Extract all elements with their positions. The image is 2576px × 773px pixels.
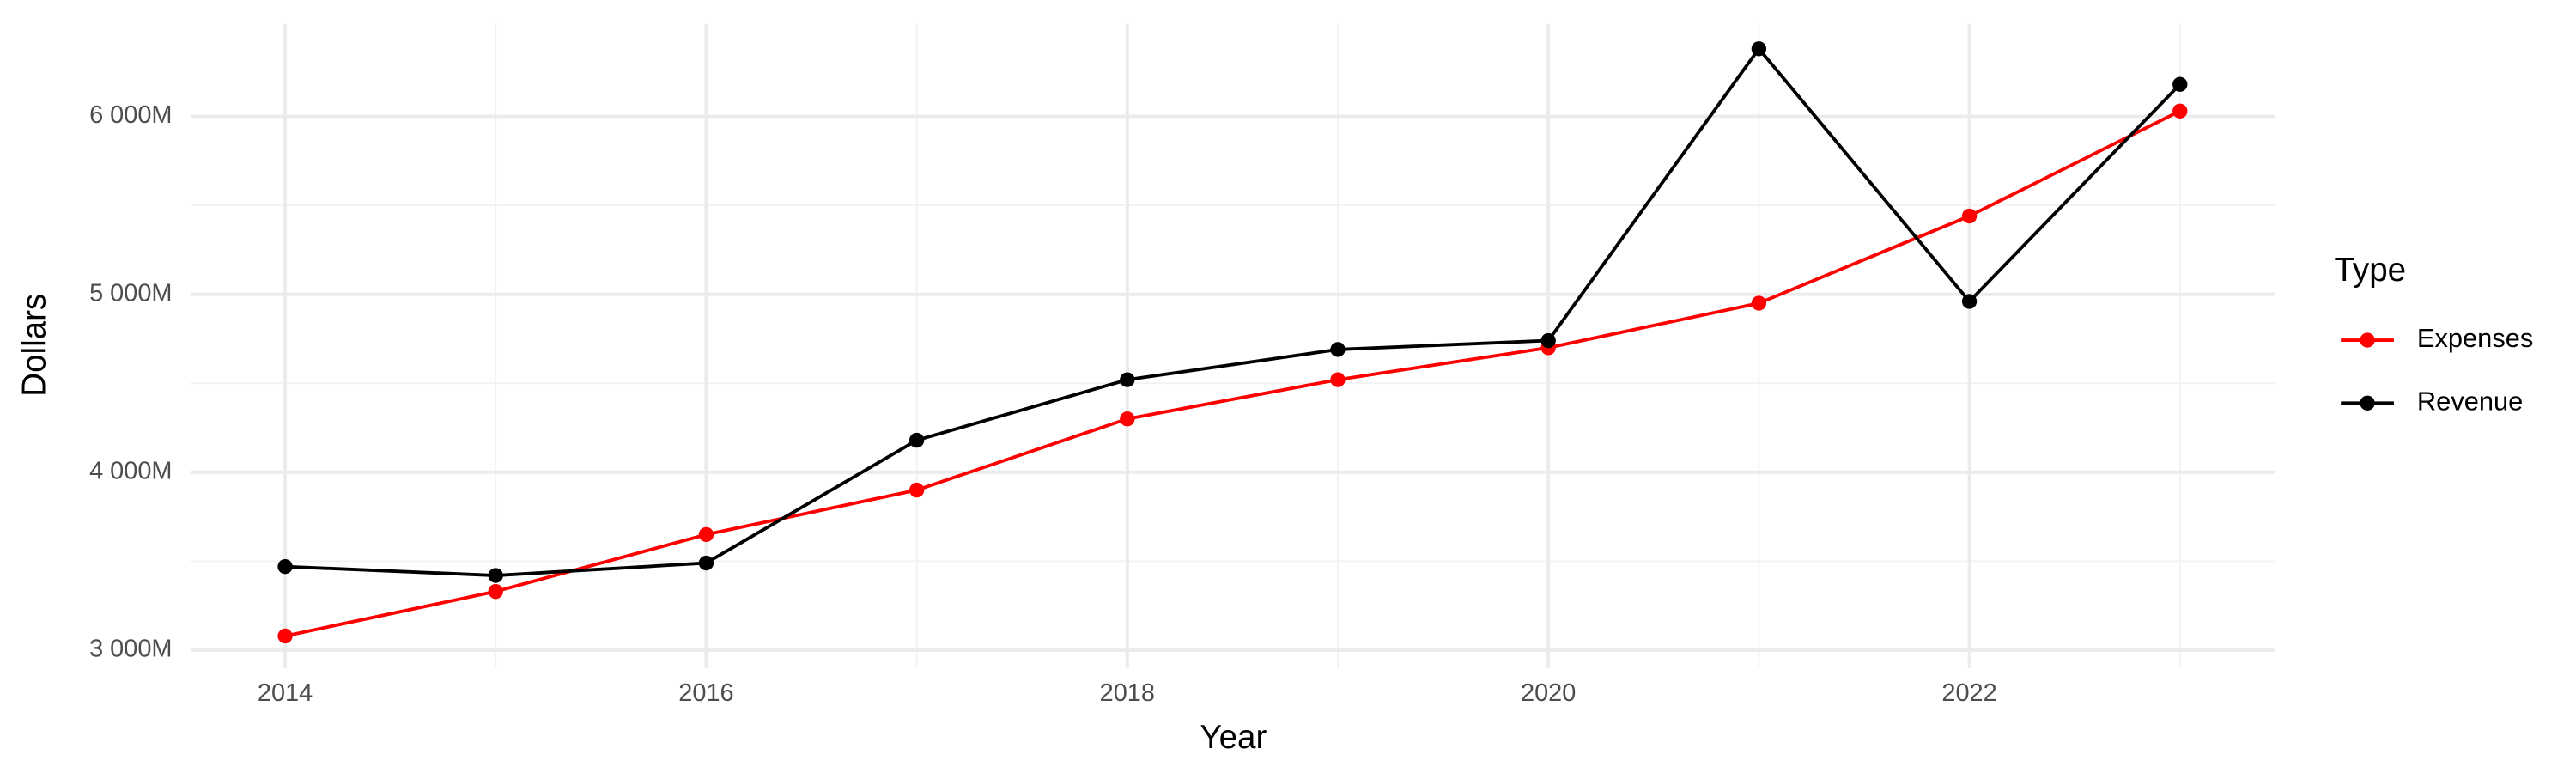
x-axis-title: Year <box>1200 719 1267 756</box>
y-tick-label: 5 000M <box>89 279 172 307</box>
data-point <box>2172 76 2188 92</box>
data-point <box>1540 332 1556 349</box>
data-point <box>1120 411 1135 427</box>
data-point <box>908 482 925 498</box>
data-point <box>698 555 714 571</box>
y-tick-label: 6 000M <box>89 101 172 129</box>
data-point <box>908 432 925 448</box>
legend-marker <box>2360 332 2375 348</box>
x-tick-label: 2018 <box>1100 679 1155 707</box>
legend-title: Type <box>2335 252 2407 289</box>
y-tick-label: 4 000M <box>89 458 172 485</box>
x-tick-label: 2014 <box>258 679 313 707</box>
legend-marker <box>2360 395 2375 411</box>
x-tick-label: 2016 <box>678 679 733 707</box>
data-point <box>1961 208 1978 224</box>
legend-label: Revenue <box>2417 386 2523 416</box>
y-axis-title: Dollars <box>16 294 53 397</box>
series-line <box>284 46 2182 577</box>
y-tick-label: 3 000M <box>89 636 172 663</box>
data-point <box>488 568 503 583</box>
series-line <box>284 109 2181 638</box>
data-point <box>2172 103 2188 119</box>
legend-label: Expenses <box>2417 323 2533 353</box>
data-point <box>1961 294 1978 309</box>
data-point <box>1751 41 1767 57</box>
data-point <box>1120 372 1135 387</box>
data-point <box>1330 372 1346 387</box>
data-point <box>277 628 293 644</box>
data-point <box>277 558 293 575</box>
data-point <box>698 526 714 543</box>
data-point <box>1330 342 1346 357</box>
x-tick-label: 2022 <box>1941 679 1996 707</box>
data-point <box>488 583 503 600</box>
data-point <box>1751 295 1767 311</box>
x-tick-label: 2020 <box>1521 679 1576 707</box>
